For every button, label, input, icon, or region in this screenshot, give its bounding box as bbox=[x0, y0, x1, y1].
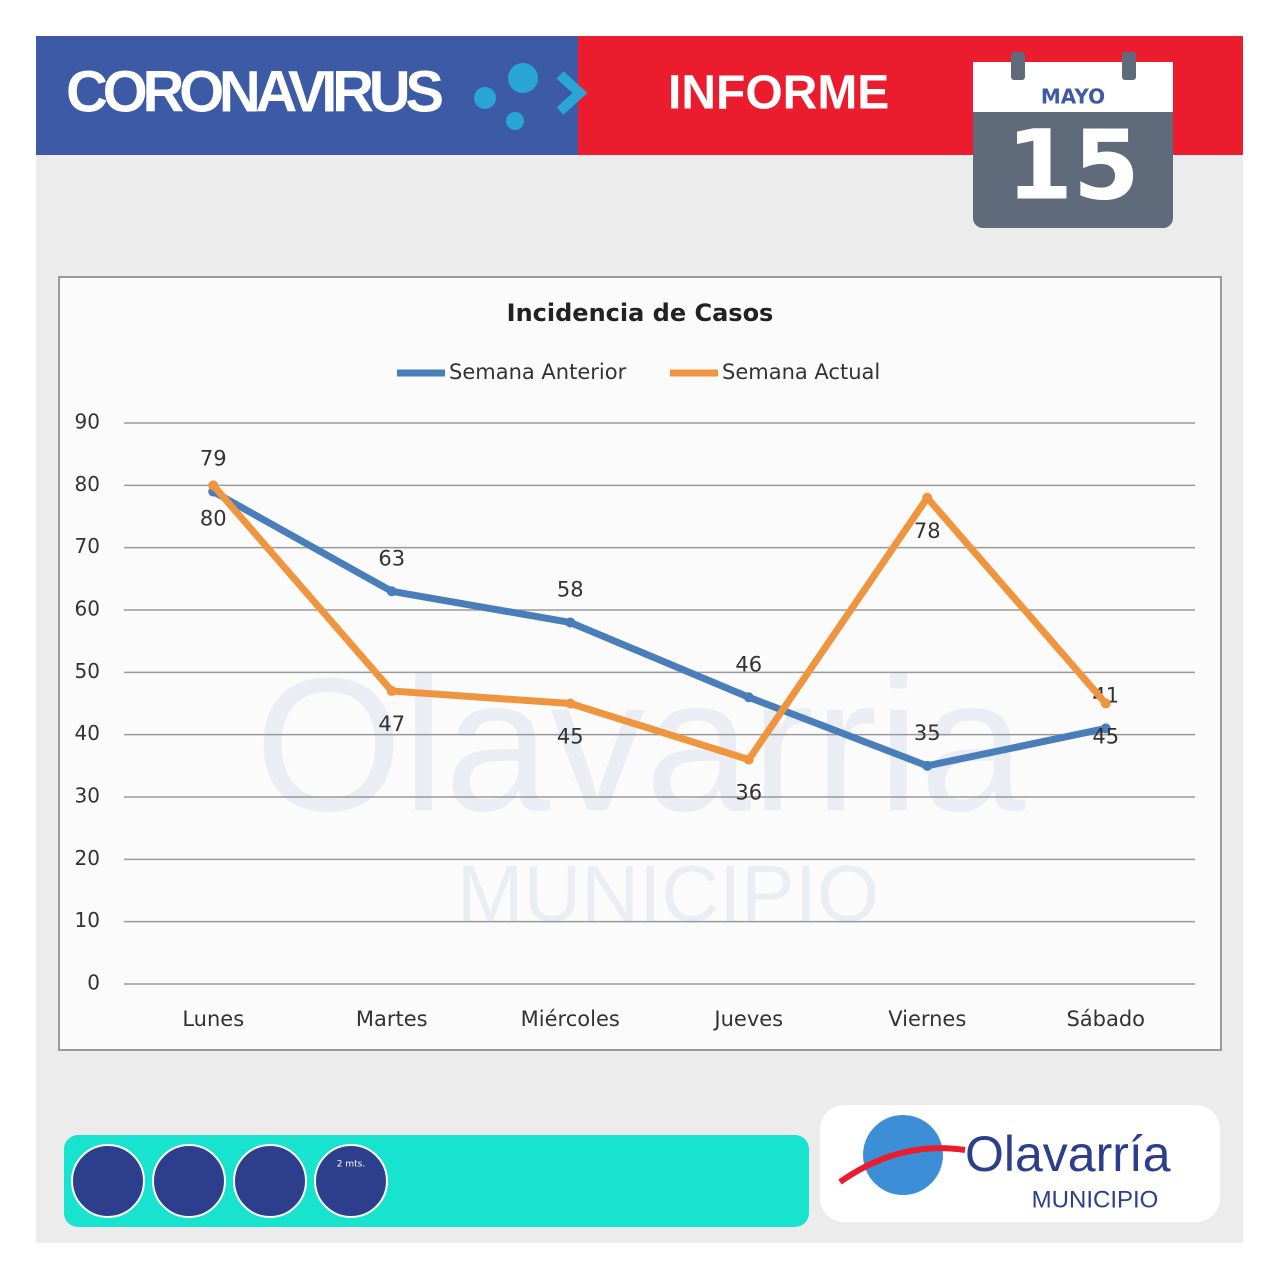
data-label: 47 bbox=[378, 712, 405, 736]
y-tick-label: 90 bbox=[75, 410, 100, 434]
point bbox=[386, 586, 397, 597]
y-tick-label: 30 bbox=[75, 784, 100, 808]
data-label: 46 bbox=[735, 652, 762, 676]
data-label: 35 bbox=[914, 721, 941, 745]
y-tick-label: 80 bbox=[75, 472, 100, 496]
y-tick-label: 60 bbox=[75, 597, 100, 621]
data-label: 63 bbox=[378, 546, 405, 570]
x-tick-label: Lunes bbox=[182, 1007, 244, 1031]
virus-icons bbox=[474, 63, 588, 130]
data-label: 45 bbox=[1092, 725, 1119, 749]
point bbox=[1100, 698, 1111, 709]
y-tick-label: 40 bbox=[75, 721, 100, 745]
x-tick-label: Viernes bbox=[888, 1007, 966, 1031]
logo-mark bbox=[838, 1115, 966, 1195]
y-tick-label: 0 bbox=[87, 971, 100, 995]
point bbox=[565, 617, 576, 628]
data-label: 36 bbox=[735, 781, 762, 805]
x-tick-label: Sábado bbox=[1066, 1007, 1145, 1031]
data-label: 79 bbox=[200, 447, 227, 471]
logo-sub: MUNICIPIO bbox=[1032, 1186, 1159, 1213]
legend-label: Semana Anterior bbox=[449, 360, 627, 384]
x-tick-label: Jueves bbox=[712, 1007, 783, 1031]
calendar-day: 15 bbox=[1006, 109, 1140, 221]
point bbox=[208, 480, 219, 491]
x-tick-label: Martes bbox=[356, 1007, 428, 1031]
calendar-month: MAYO bbox=[1041, 85, 1105, 109]
legend-label: Semana Actual bbox=[722, 360, 880, 384]
point bbox=[922, 760, 933, 771]
y-tick-label: 20 bbox=[75, 846, 100, 870]
hygiene-icons bbox=[71, 1144, 388, 1218]
series-line bbox=[211, 488, 1107, 770]
y-tick-label: 10 bbox=[75, 908, 100, 932]
data-label: 45 bbox=[557, 725, 584, 749]
calendar bbox=[973, 52, 1173, 228]
icon-label: 2 mts. bbox=[337, 1160, 365, 1170]
data-label: 78 bbox=[914, 519, 941, 543]
point bbox=[1100, 723, 1111, 734]
x-tick-label: Miércoles bbox=[521, 1007, 620, 1031]
series-line bbox=[210, 483, 1109, 764]
point bbox=[743, 692, 754, 703]
data-label: 58 bbox=[557, 577, 584, 601]
watermark: Olavarria bbox=[255, 639, 1026, 851]
watermark-sub: MUNICIPIO bbox=[457, 849, 879, 938]
point bbox=[565, 698, 576, 709]
y-tick-label: 50 bbox=[75, 659, 100, 683]
point bbox=[743, 754, 754, 765]
logo-name: Olavarría bbox=[965, 1126, 1171, 1182]
header-subtitle: INFORME bbox=[668, 67, 889, 120]
plot: 0 10 20 30 40 50 60 70 80 90 Lunes Martes Miércoles J… bbox=[75, 360, 1195, 1031]
data-label: 80 bbox=[200, 506, 227, 530]
header-title: CORONAVIRUS bbox=[66, 59, 444, 124]
chart-title: Incidencia de Casos bbox=[507, 299, 774, 327]
point bbox=[922, 492, 933, 503]
y-tick-label: 70 bbox=[75, 534, 100, 558]
point bbox=[386, 686, 397, 697]
